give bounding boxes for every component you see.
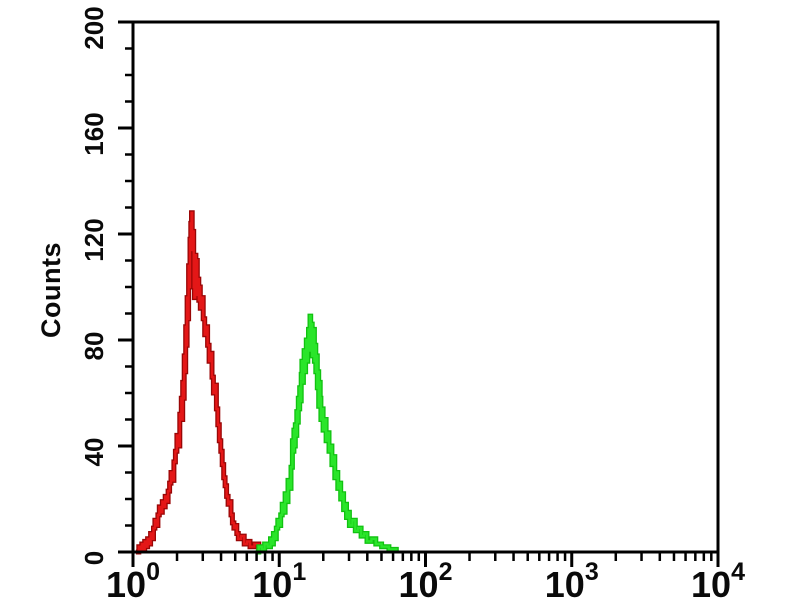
y-tick-label: 40 [79, 438, 109, 467]
x-tick-label: 104 [691, 558, 745, 600]
x-tick-exponent: 4 [731, 558, 745, 586]
y-axis-title: Counts [36, 242, 66, 338]
y-tick-label: 120 [79, 218, 109, 261]
x-tick-label: 100 [106, 558, 160, 600]
x-tick-exponent: 0 [146, 558, 160, 586]
x-tick-label: 102 [399, 558, 453, 600]
y-tick-label: 200 [79, 6, 109, 49]
x-tick-exponent: 1 [292, 558, 306, 586]
series-path-green-peak-core [255, 314, 398, 554]
series-path-red-peak-core [135, 211, 266, 554]
series-path-red-peak-edge [135, 210, 268, 555]
x-tick-exponent: 2 [439, 558, 453, 586]
y-tick-label: 80 [79, 332, 109, 361]
plot-frame [131, 20, 720, 554]
y-tick-label: 0 [79, 551, 109, 565]
x-tick-exponent: 3 [585, 558, 599, 586]
x-tick-label: 103 [545, 558, 599, 600]
y-tick-label: 160 [79, 112, 109, 155]
x-tick-label: 101 [252, 558, 306, 600]
